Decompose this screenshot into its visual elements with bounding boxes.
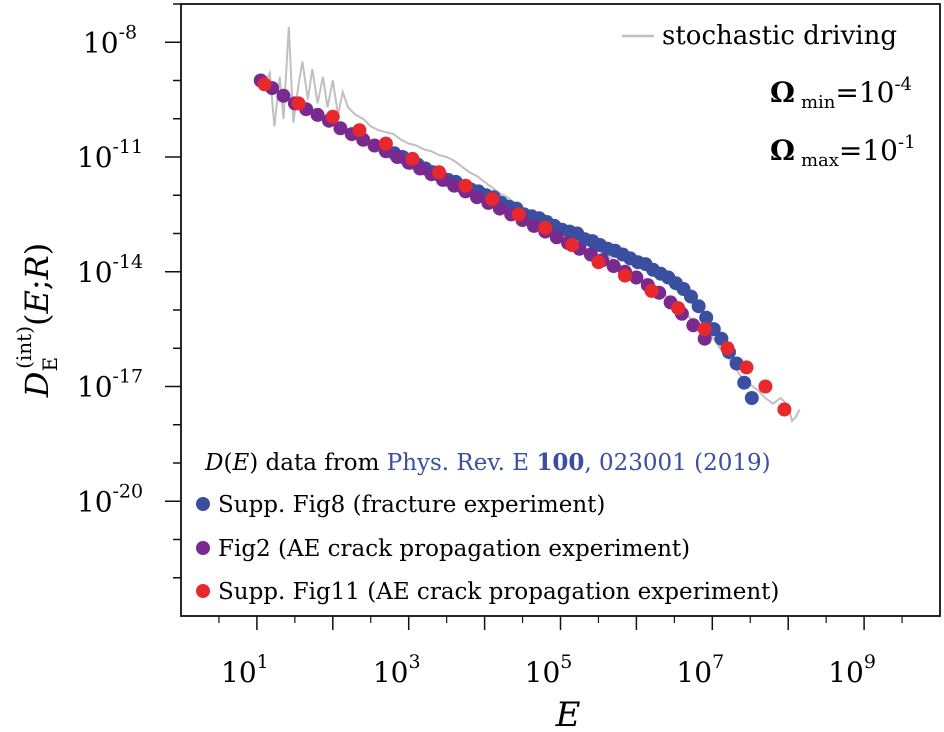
legend-line-label: stochastic driving xyxy=(662,21,897,51)
fig11-marker xyxy=(458,178,473,193)
fig2-marker xyxy=(333,121,348,136)
legend-label-fig8: Supp. Fig8 (fracture experiment) xyxy=(218,492,605,518)
fig11-marker xyxy=(485,192,500,207)
fig2-marker xyxy=(470,190,484,205)
fig2-marker xyxy=(390,150,405,164)
y-axis-label: DE(int)(E;R) xyxy=(12,243,62,398)
fig11-marker xyxy=(432,165,447,180)
fig11-marker xyxy=(697,322,712,337)
legend-label-fig2: Fig2 (AE crack propagation experiment) xyxy=(218,536,690,562)
x-tick-label: 107 xyxy=(676,651,724,689)
fig8-marker xyxy=(699,310,714,325)
markers xyxy=(253,73,792,417)
fig2-marker xyxy=(697,331,712,346)
fig11-marker xyxy=(257,77,272,92)
legend-marker-fig11 xyxy=(196,584,210,598)
x-tick-label: 105 xyxy=(525,651,573,689)
fig2-marker xyxy=(526,218,541,233)
y-tick-label: 10-14 xyxy=(77,251,143,289)
y-axis: 10-8 10-11 10-14 10-17 10-20 xyxy=(77,3,181,579)
y-tick-label: 10-20 xyxy=(77,480,143,518)
x-axis: 101 103 105 107 109 xyxy=(218,616,903,689)
fig11-marker xyxy=(564,238,579,252)
fig11-marker xyxy=(591,255,606,270)
y-tick-label: 10-11 xyxy=(77,136,143,174)
fig11-marker xyxy=(618,268,632,283)
x-tick-label: 103 xyxy=(373,651,421,689)
fig11-marker xyxy=(644,283,659,298)
fig11-marker xyxy=(720,341,735,356)
fig2-marker xyxy=(367,138,382,153)
fig11-marker xyxy=(511,207,526,222)
legend-marker-fig2 xyxy=(196,541,210,555)
fig8-marker xyxy=(691,299,706,314)
fig8-marker xyxy=(744,391,759,405)
fig2-marker xyxy=(629,270,644,285)
fig11-marker xyxy=(352,123,367,138)
legend-label-fig11: Supp. Fig11 (AE crack propagation experi… xyxy=(218,579,779,605)
fig11-marker xyxy=(378,136,393,151)
fig8-marker xyxy=(737,375,752,390)
fig11-marker xyxy=(325,109,340,124)
fig2-marker xyxy=(447,178,462,193)
y-tick-label: 10-8 xyxy=(83,21,137,59)
fig2-marker xyxy=(492,201,507,216)
y-tick-label: 10-17 xyxy=(77,366,143,404)
fig2-marker xyxy=(276,88,291,103)
x-axis-label: E xyxy=(555,695,581,732)
fig2-marker xyxy=(549,230,564,245)
fig2-marker xyxy=(686,318,701,333)
fig11-marker xyxy=(291,96,306,111)
fig11-marker xyxy=(758,379,773,394)
fig2-marker xyxy=(606,259,621,273)
svg-text:DE(int)(E;R): DE(int)(E;R) xyxy=(12,243,62,398)
fig8-marker xyxy=(684,289,698,304)
fig2-marker xyxy=(310,107,325,122)
fig11-marker xyxy=(739,360,754,375)
x-tick-label: 109 xyxy=(828,651,876,689)
fig11-marker xyxy=(538,220,553,235)
fig11-marker xyxy=(777,402,792,417)
fig11-marker xyxy=(671,301,686,316)
fig11-marker xyxy=(405,151,420,166)
data-source-note: D(E) data from Phys. Rev. E 100, 023001 … xyxy=(204,449,771,476)
legend-marker-fig8 xyxy=(196,497,210,511)
fig2-marker xyxy=(413,161,428,176)
scatter-legend: Supp. Fig8 (fracture experiment) Fig2 (A… xyxy=(196,492,779,605)
x-tick-label: 101 xyxy=(221,651,269,689)
